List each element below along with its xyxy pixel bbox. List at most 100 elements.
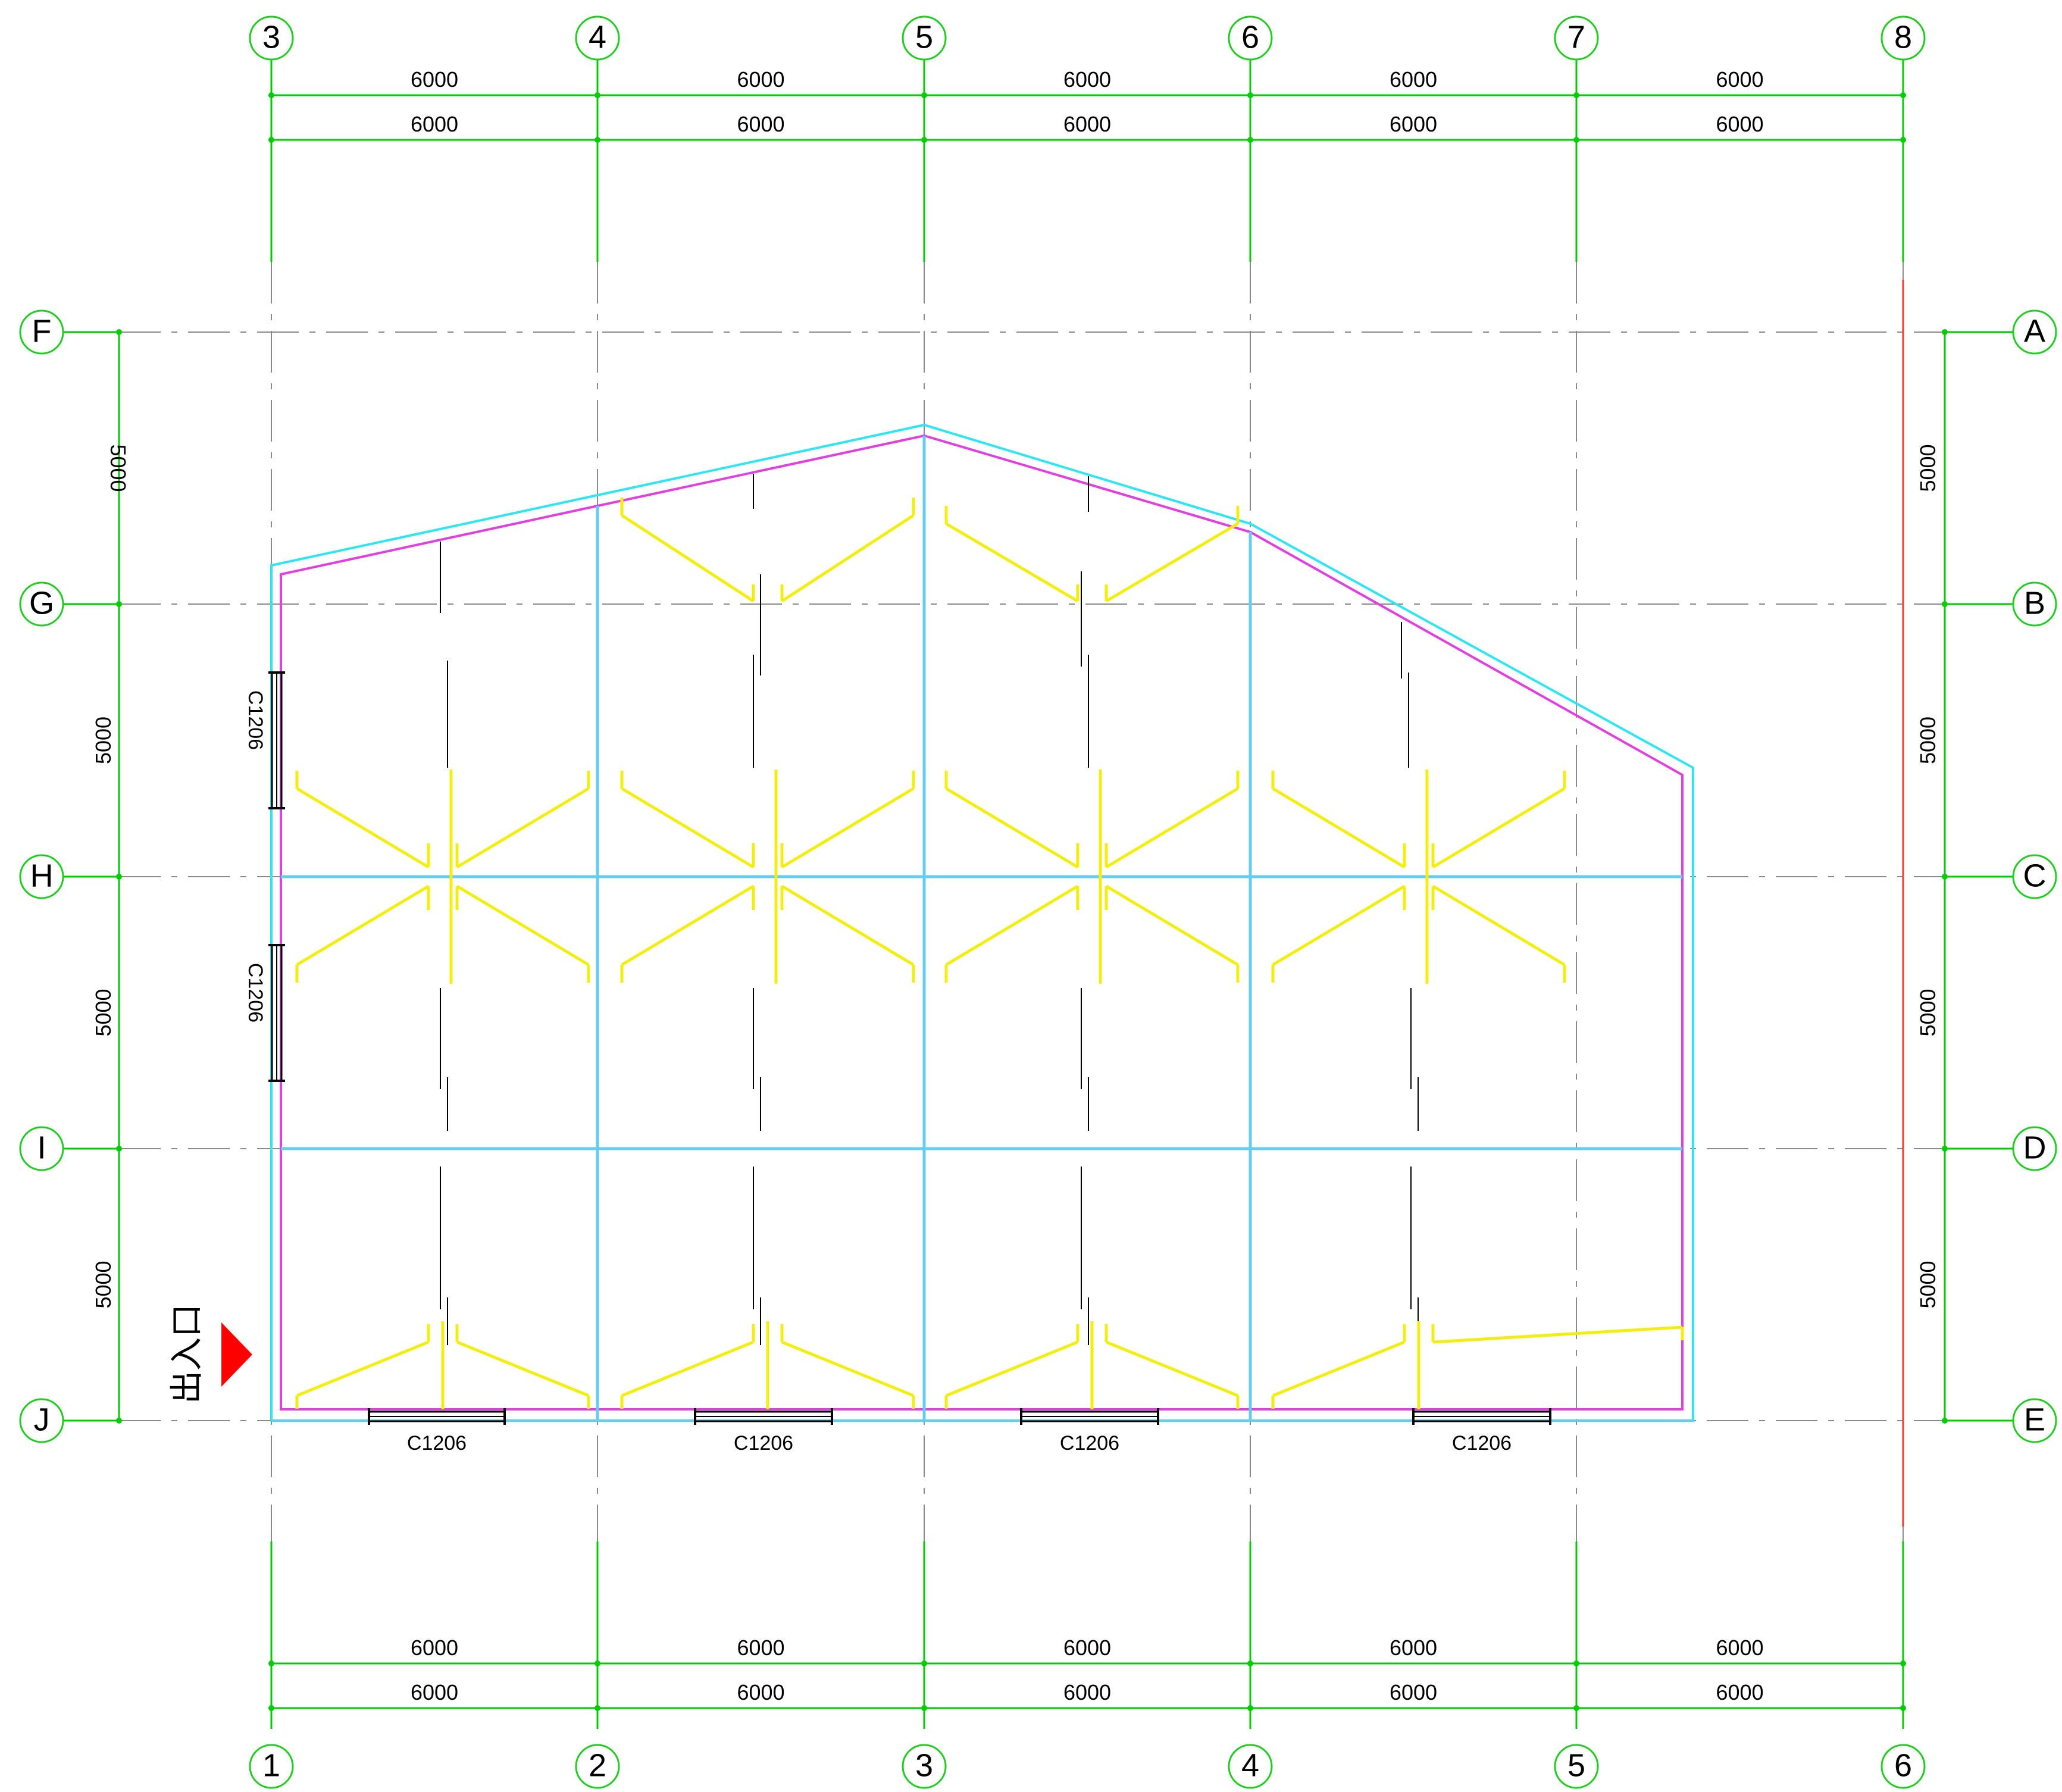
dimension-text: 6000 xyxy=(737,1635,784,1660)
dimension-text: 6000 xyxy=(411,112,458,136)
fixture-arm xyxy=(456,884,590,967)
dimension-lines: 6000 6000 6000 6000 6000 6000 6000 6000 6000 6000… xyxy=(62,60,2013,1729)
fixture-arm xyxy=(945,787,1079,869)
axis-bubble-label: G xyxy=(29,585,54,621)
fixture-arm xyxy=(781,514,915,603)
axis-bubble-top: 8 xyxy=(1880,15,1926,61)
fixture-arm xyxy=(456,1340,589,1397)
window-bottom xyxy=(368,1408,506,1425)
axis-bubble-label: D xyxy=(2023,1130,2047,1165)
dimension-text: 5000 xyxy=(1916,989,1940,1036)
axis-bubble-circle xyxy=(1554,15,1599,61)
axis-bubble-label: B xyxy=(2024,585,2045,621)
fixture-arm xyxy=(1272,884,1406,967)
axis-bubble-label: 3 xyxy=(262,19,280,55)
fixture-arm xyxy=(296,884,430,967)
axis-bubble-circle xyxy=(19,1398,64,1443)
dimension-text: 5000 xyxy=(91,1261,115,1308)
axis-bubble-circle xyxy=(19,854,64,899)
building-outline-inner xyxy=(280,434,1684,1411)
fixture-arm xyxy=(781,787,915,869)
dimension-text: 6000 xyxy=(1390,67,1437,92)
dimension-text: 5000 xyxy=(106,444,130,492)
axis-bubble-circle xyxy=(902,15,947,61)
dimension-text: 6000 xyxy=(411,1635,458,1660)
fixture-arm xyxy=(621,884,755,967)
window-bottom xyxy=(1412,1408,1551,1425)
axis-bubble-label: 3 xyxy=(915,1747,933,1783)
window-label: C1206 xyxy=(407,1432,467,1455)
axis-bubble-label: 1 xyxy=(262,1747,280,1783)
dimension-text: 6000 xyxy=(1063,112,1111,136)
window-bottom xyxy=(1020,1408,1159,1425)
axis-bubble-bottom: 4 xyxy=(1228,1744,1273,1789)
axis-bubble-circle xyxy=(19,309,64,355)
dimension-text: 6000 xyxy=(1390,112,1437,136)
fixture-arm xyxy=(1105,787,1239,869)
dimension-text: 6000 xyxy=(737,1680,784,1705)
fixture-arm xyxy=(1105,522,1239,603)
axis-bubble-bottom: 1 xyxy=(249,1744,294,1789)
axis-bubble-label: 5 xyxy=(1567,1747,1585,1783)
axis-bubble-label: 4 xyxy=(589,19,606,55)
axis-bubble-right: D xyxy=(2012,1126,2057,1171)
axis-bubble-left: I xyxy=(19,1126,64,1171)
axis-bubble-left: F xyxy=(19,309,64,355)
dimension-text: 6000 xyxy=(1390,1680,1437,1705)
axis-bubble-right: B xyxy=(2012,581,2057,627)
dimension-text: 6000 xyxy=(411,67,458,92)
axis-bubble-circle xyxy=(1880,1744,1926,1789)
axis-bubble-circle xyxy=(1228,1744,1273,1789)
axis-bubble-circle xyxy=(2012,1398,2057,1443)
axis-bubble-top: 4 xyxy=(575,15,620,61)
axis-bubble-label: 6 xyxy=(1241,19,1259,55)
fixture-arm xyxy=(945,884,1079,967)
axis-bubble-circle xyxy=(1228,15,1273,61)
window-openings: C1206 C1206 C1206 C1206 C1206 C1206 xyxy=(244,671,1551,1455)
axis-bubble-label: 5 xyxy=(915,19,933,55)
dimension-text: 6000 xyxy=(737,112,784,136)
dimension-text: 6000 xyxy=(1716,1680,1763,1705)
axis-bubble-circle xyxy=(902,1744,947,1789)
axis-bubble-label: I xyxy=(37,1130,46,1165)
axis-bubble-circle xyxy=(575,15,620,61)
dimension-text: 5000 xyxy=(91,989,115,1036)
axis-bubble-bottom: 5 xyxy=(1554,1744,1599,1789)
building-structure xyxy=(270,423,1694,1422)
axis-bubble-top: 7 xyxy=(1554,15,1599,61)
dimension-text: 6000 xyxy=(1063,67,1111,92)
axis-bubble-left: J xyxy=(19,1398,64,1443)
fixture-arm xyxy=(296,1340,429,1397)
window-label: C1206 xyxy=(734,1432,793,1455)
dimension-text: 5000 xyxy=(1916,444,1940,492)
fixture-arm xyxy=(946,1340,1078,1397)
axis-bubble-top: 5 xyxy=(902,15,947,61)
dimension-text: 6000 xyxy=(411,1680,458,1705)
fixture-arm xyxy=(621,787,755,869)
dimension-text: 6000 xyxy=(1716,67,1763,92)
dimension-text: 5000 xyxy=(91,717,115,764)
axis-bubble-bottom: 6 xyxy=(1880,1744,1926,1789)
axis-bubble-label: J xyxy=(34,1402,50,1437)
dimension-text: 6000 xyxy=(1063,1635,1111,1660)
dimension-text: 6000 xyxy=(1716,112,1763,136)
fixture-arm xyxy=(1272,787,1406,869)
fixture-arm xyxy=(1106,1340,1238,1397)
fixture-arm xyxy=(621,1340,754,1397)
axis-bubble-right: E xyxy=(2012,1398,2057,1443)
axis-bubble-circle xyxy=(1554,1744,1599,1789)
axis-bubble-label: 7 xyxy=(1567,19,1585,55)
axis-bubble-label: H xyxy=(30,858,54,893)
axis-bubble-circle xyxy=(2012,1126,2057,1171)
axis-bubble-circle xyxy=(2012,581,2057,627)
window-bottom xyxy=(694,1408,833,1425)
axis-bubble-circle xyxy=(249,15,294,61)
axis-bubble-circle xyxy=(1880,15,1926,61)
axis-bubble-circle xyxy=(575,1744,620,1789)
axis-bubbles: 3 1 4 2 5 3 6 4 7 5 8 6 F A G B H C I D J E xyxy=(19,15,2057,1789)
window-label: C1206 xyxy=(1452,1432,1512,1455)
axis-bubble-right: C xyxy=(2012,854,2057,899)
axis-bubble-circle xyxy=(249,1744,294,1789)
dimension-text: 6000 xyxy=(737,67,784,92)
